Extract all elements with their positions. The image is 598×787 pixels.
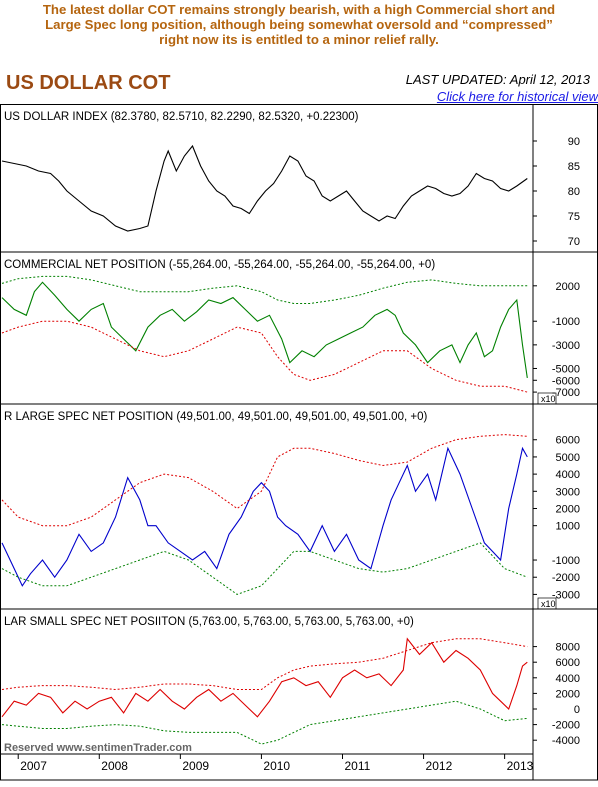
series-line [1, 281, 528, 378]
y-tick-label: 3000 [556, 486, 580, 498]
x-tick-label: 2010 [263, 759, 290, 773]
historical-view-link[interactable]: Click here for historical view [436, 89, 598, 104]
y-multiplier-label: x10 [541, 599, 556, 609]
cot-charts: US DOLLAR INDEX (82.3780, 82.5710, 82.22… [0, 104, 598, 781]
y-tick-label: 4000 [556, 469, 580, 481]
band-line [1, 542, 528, 595]
y-tick-label: 2000 [556, 281, 580, 293]
y-tick-label: -4000 [552, 735, 580, 747]
panel-title: R LARGE SPEC NET POSITION (49,501.00, 49… [4, 411, 427, 423]
series-line [1, 446, 528, 587]
chart-caption: The latest dollar COT remains strongly b… [0, 2, 598, 47]
band-line [1, 434, 528, 527]
x-tick-label: 2011 [344, 759, 370, 773]
x-tick-label: 2013 [507, 759, 534, 773]
x-tick-label: 2007 [20, 759, 47, 773]
band-line [1, 700, 528, 745]
y-tick-label: -5000 [552, 363, 580, 375]
chart-frame [0, 104, 598, 781]
y-tick-label: 0 [574, 704, 580, 716]
y-tick-label: 85 [568, 161, 580, 173]
x-tick-label: 2008 [101, 759, 128, 773]
x-tick-label: 2012 [426, 759, 453, 773]
y-tick-label: 1000 [556, 521, 580, 533]
y-tick-label: 70 [568, 236, 580, 248]
y-tick-label: 5000 [556, 452, 580, 464]
y-tick-label: -2000 [552, 720, 580, 732]
page-title: US DOLLAR COT [6, 72, 171, 94]
y-tick-label: -7000 [552, 387, 580, 399]
band-line [1, 638, 528, 691]
y-tick-label: 6000 [556, 657, 580, 669]
band-line [1, 275, 528, 304]
y-tick-label: 90 [568, 136, 580, 148]
y-tick-label: 75 [568, 211, 580, 223]
x-tick-label: 2009 [182, 759, 209, 773]
y-tick-label: 80 [568, 186, 580, 198]
watermark: Reserved www.sentimenTrader.com [4, 742, 192, 754]
y-tick-label: -3000 [552, 340, 580, 352]
y-tick-label: -3000 [552, 589, 580, 601]
caption-line: Large Spec long position, although being… [45, 17, 553, 32]
y-tick-label: -2000 [552, 572, 580, 584]
y-tick-label: 2000 [556, 688, 580, 700]
series-line [1, 144, 528, 232]
y-tick-label: 6000 [556, 435, 580, 447]
series-line [1, 637, 528, 718]
panel-title: COMMERCIAL NET POSITION (-55,264.00, -55… [4, 259, 435, 271]
y-multiplier-label: x10 [541, 394, 556, 404]
y-tick-label: 8000 [556, 642, 580, 654]
y-tick-label: 4000 [556, 673, 580, 685]
caption-line: right now its is entitled to a minor rel… [159, 32, 439, 47]
y-tick-label: -1000 [552, 316, 580, 328]
y-tick-label: 2000 [556, 503, 580, 515]
band-line [1, 320, 528, 393]
panel-title: US DOLLAR INDEX (82.3780, 82.5710, 82.22… [4, 111, 359, 123]
y-tick-label: -6000 [552, 375, 580, 387]
y-tick-label: -1000 [552, 555, 580, 567]
caption-line: The latest dollar COT remains strongly b… [42, 2, 556, 17]
panel-title: LAR SMALL SPEC NET POSIITON (5,763.00, 5… [4, 616, 414, 628]
last-updated-label: LAST UPDATED: April 12, 2013 [405, 72, 590, 87]
